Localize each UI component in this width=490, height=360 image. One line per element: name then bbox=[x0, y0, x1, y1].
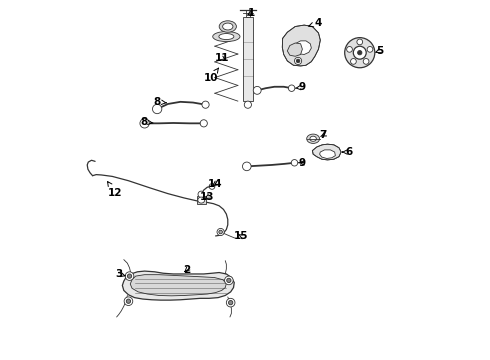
Circle shape bbox=[224, 276, 233, 285]
Text: 4: 4 bbox=[309, 18, 322, 28]
Text: 1: 1 bbox=[248, 8, 255, 18]
Text: 8: 8 bbox=[140, 117, 153, 127]
Bar bbox=[197, 196, 205, 204]
Circle shape bbox=[140, 119, 149, 128]
Text: 7: 7 bbox=[319, 130, 327, 140]
Text: 9: 9 bbox=[298, 158, 305, 168]
Text: 11: 11 bbox=[215, 53, 229, 63]
Circle shape bbox=[217, 228, 224, 235]
Polygon shape bbox=[130, 275, 226, 296]
Ellipse shape bbox=[222, 23, 233, 30]
Ellipse shape bbox=[310, 136, 317, 141]
Circle shape bbox=[126, 299, 131, 303]
Circle shape bbox=[245, 101, 251, 108]
Circle shape bbox=[124, 297, 133, 306]
Text: 9: 9 bbox=[295, 82, 305, 93]
Circle shape bbox=[209, 184, 215, 189]
Circle shape bbox=[127, 274, 132, 278]
Text: 12: 12 bbox=[108, 181, 122, 198]
Circle shape bbox=[219, 230, 222, 234]
Circle shape bbox=[294, 57, 302, 64]
Text: 8: 8 bbox=[153, 97, 167, 107]
Circle shape bbox=[227, 278, 231, 283]
Circle shape bbox=[358, 50, 362, 55]
Text: 2: 2 bbox=[183, 265, 191, 275]
Circle shape bbox=[367, 46, 373, 52]
Ellipse shape bbox=[219, 33, 234, 40]
Polygon shape bbox=[313, 144, 341, 160]
Circle shape bbox=[152, 104, 162, 114]
Circle shape bbox=[125, 272, 134, 280]
Text: 13: 13 bbox=[200, 192, 215, 202]
Text: 14: 14 bbox=[208, 179, 223, 189]
Ellipse shape bbox=[198, 197, 205, 203]
Ellipse shape bbox=[307, 134, 319, 143]
Polygon shape bbox=[294, 41, 311, 54]
Circle shape bbox=[357, 39, 363, 45]
Polygon shape bbox=[282, 25, 320, 66]
Polygon shape bbox=[287, 43, 302, 56]
Circle shape bbox=[200, 120, 207, 127]
Circle shape bbox=[228, 301, 233, 305]
Text: 10: 10 bbox=[204, 68, 219, 83]
Circle shape bbox=[243, 162, 251, 171]
Text: 6: 6 bbox=[343, 147, 353, 157]
Circle shape bbox=[344, 38, 375, 68]
Circle shape bbox=[291, 159, 298, 166]
Circle shape bbox=[198, 191, 204, 198]
Text: 15: 15 bbox=[233, 231, 248, 240]
Circle shape bbox=[353, 46, 366, 59]
Polygon shape bbox=[319, 150, 335, 158]
Circle shape bbox=[289, 85, 295, 91]
Circle shape bbox=[346, 46, 352, 52]
Polygon shape bbox=[122, 271, 234, 300]
Bar bbox=[243, 17, 253, 101]
Circle shape bbox=[226, 298, 235, 307]
Circle shape bbox=[202, 101, 209, 108]
Circle shape bbox=[296, 59, 300, 63]
Circle shape bbox=[363, 59, 369, 64]
Text: 3: 3 bbox=[115, 269, 125, 279]
Circle shape bbox=[253, 86, 261, 94]
Ellipse shape bbox=[219, 21, 236, 32]
Bar bbox=[246, 10, 250, 17]
Text: 5: 5 bbox=[376, 46, 383, 56]
Ellipse shape bbox=[213, 32, 240, 41]
Circle shape bbox=[350, 59, 356, 64]
